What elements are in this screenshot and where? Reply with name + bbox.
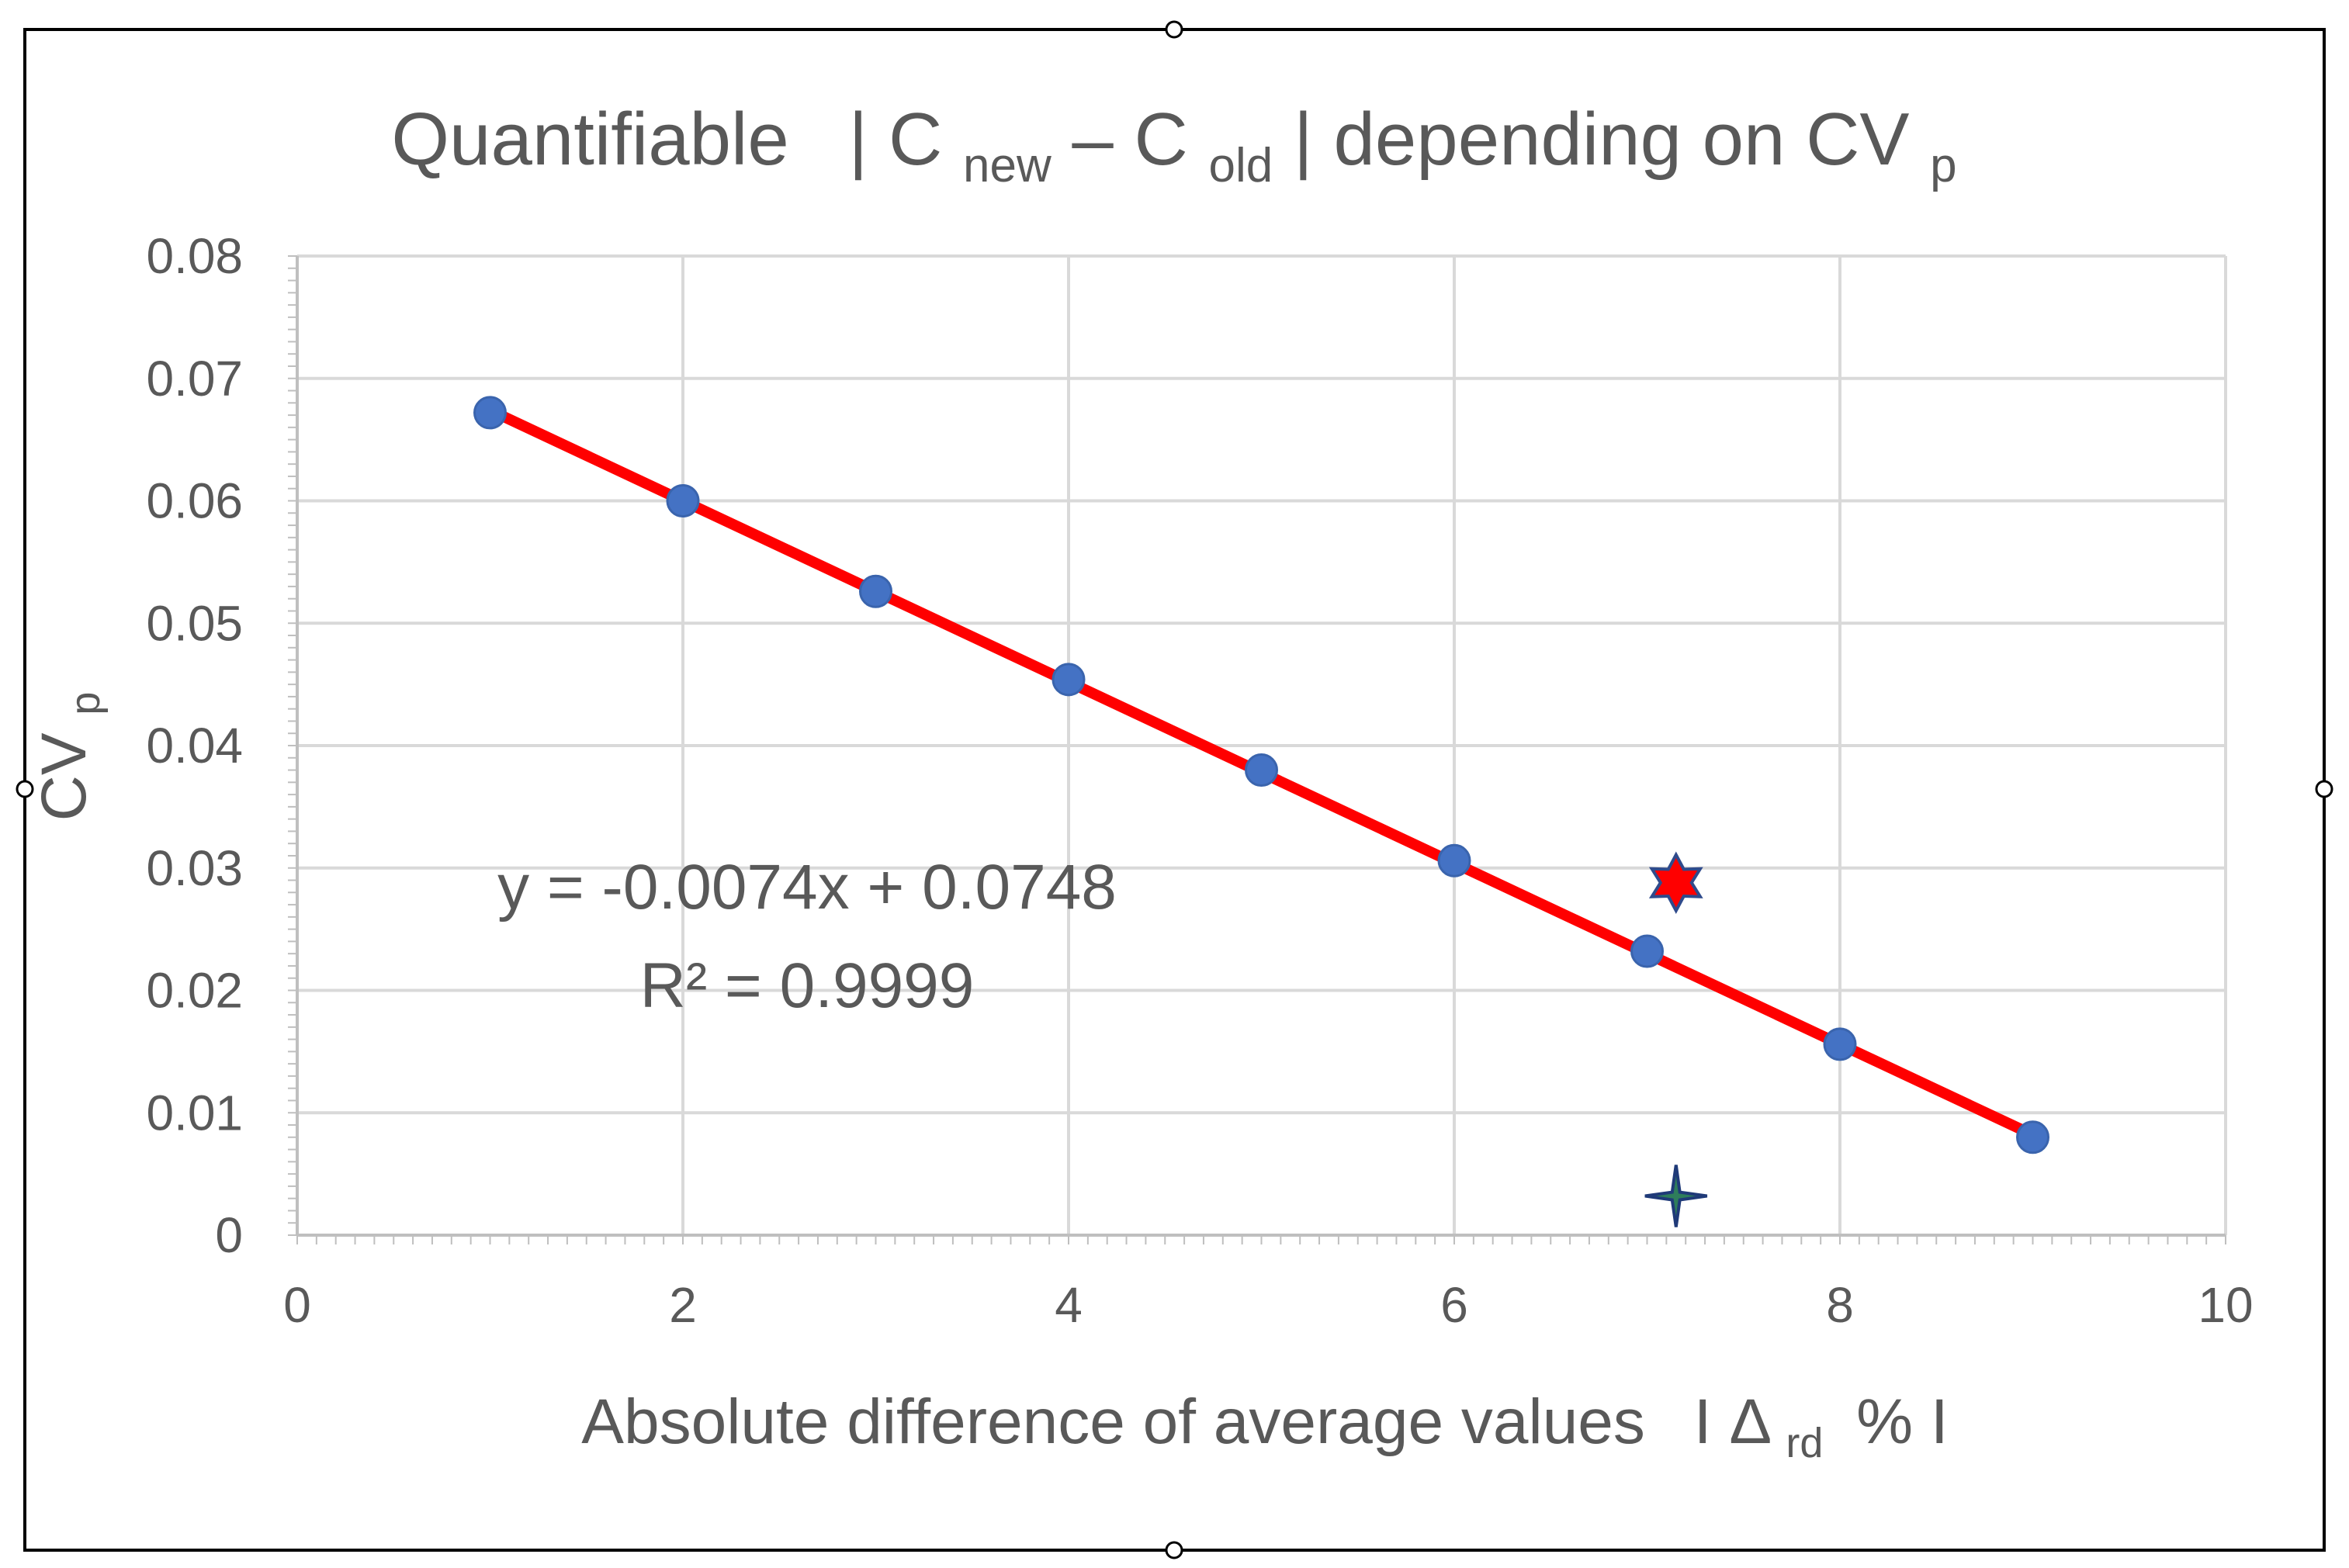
x-axis-label: Absolute difference of average values I … [581, 1386, 1948, 1471]
title-suffix: depending on CV [1334, 98, 1910, 181]
data-point [2016, 1120, 2049, 1154]
x-tick-label: 8 [1826, 1277, 1854, 1333]
y-axis-label: CV p [29, 692, 109, 822]
title-suffix-sub: p [1930, 139, 1956, 192]
data-point [666, 484, 700, 517]
data-point [1823, 1027, 1857, 1061]
resize-handle-top[interactable] [1165, 20, 1183, 39]
x-tick-label: 10 [2198, 1277, 2253, 1333]
x-tick-label: 6 [1440, 1277, 1468, 1333]
x-tick-label: 2 [669, 1277, 697, 1333]
trendline-r2: R² = 0.9999 [640, 950, 975, 1021]
title-c1-sub: new [963, 139, 1052, 192]
y-tick-label: 0 [215, 1207, 243, 1263]
x-tick-label: 4 [1055, 1277, 1083, 1333]
y-tick-label: 0.06 [146, 473, 243, 529]
x-axis-percent: % [1856, 1386, 1913, 1457]
chart-title: Quantifiable | C new – C old | depending… [391, 98, 1956, 198]
plot-area: 0 0.01 0.02 0.03 0.04 0.05 0.06 0.07 0.08 0 2 4 6 8 10 [146, 228, 2253, 1333]
y-tick-label: 0.05 [146, 595, 243, 651]
resize-handle-right[interactable] [2315, 780, 2333, 798]
title-c2-sub: old [1208, 139, 1273, 192]
y-tick-label: 0.07 [146, 351, 243, 407]
y-axis-label-main: CV [29, 732, 99, 821]
star-marker-icon [1648, 851, 1703, 914]
x-tick-label: 0 [283, 1277, 311, 1333]
data-point [473, 396, 507, 430]
x-axis-label-main: Absolute difference of average values [581, 1386, 1645, 1457]
x-axis-bar-right-icon: I [1931, 1386, 1949, 1457]
resize-handle-bottom[interactable] [1165, 1541, 1183, 1559]
title-bar-right-icon: | [1294, 98, 1313, 181]
four-point-star-marker-icon [1644, 1165, 1708, 1227]
chart-border [23, 28, 2326, 1552]
y-tick-label: 0.04 [146, 718, 243, 774]
y-tick-label: 0.01 [146, 1085, 243, 1141]
title-c1: C [889, 98, 942, 181]
title-bar-left-icon: | [848, 98, 868, 181]
x-axis-bar-left-icon: I [1694, 1386, 1712, 1457]
y-axis-label-sub: p [62, 692, 109, 715]
data-point [1630, 934, 1664, 968]
data-point [859, 574, 892, 608]
y-tick-label: 0.03 [146, 840, 243, 896]
data-point [1052, 663, 1086, 697]
data-point [1245, 753, 1278, 787]
trendline-equation: y = -0.0074x + 0.0748 [497, 852, 1117, 922]
y-tick-label: 0.08 [146, 228, 243, 284]
title-c2: C [1134, 98, 1187, 181]
x-axis-delta: Δ [1729, 1386, 1770, 1457]
x-axis-delta-sub: rd [1786, 1420, 1823, 1466]
title-prefix: Quantifiable [391, 98, 788, 181]
data-point [1437, 843, 1471, 877]
resize-handle-left[interactable] [16, 780, 34, 798]
y-tick-label: 0.02 [146, 963, 243, 1019]
title-minus: – [1072, 98, 1114, 181]
